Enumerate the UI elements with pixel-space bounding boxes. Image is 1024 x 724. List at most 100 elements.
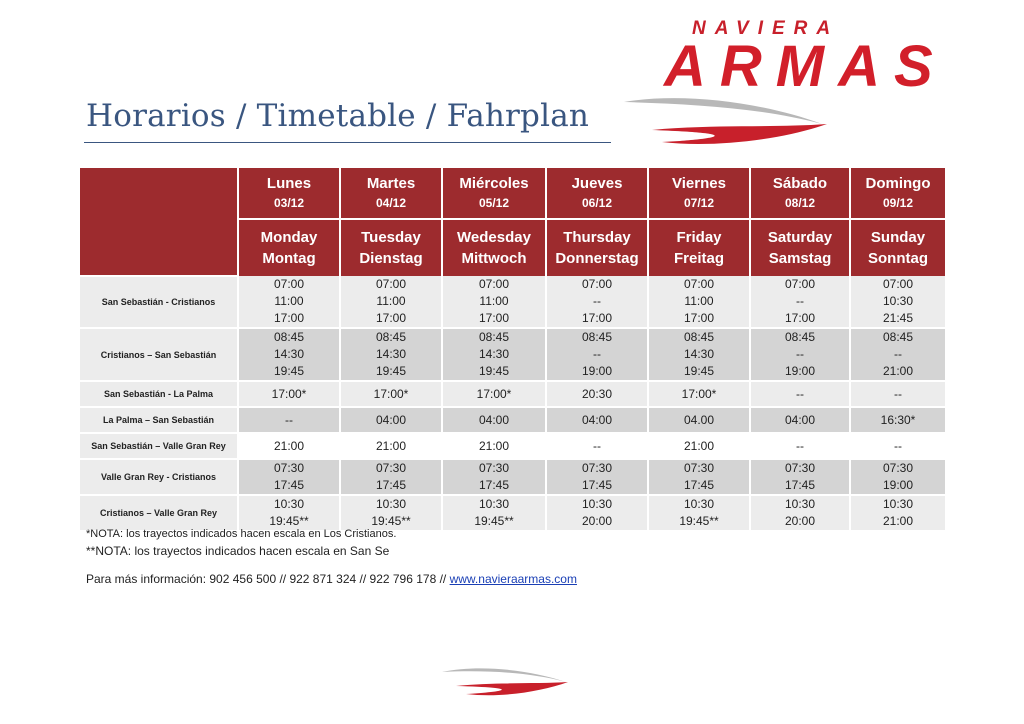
departure-time: 04:00: [545, 407, 649, 434]
day-header-5: Sábado 08/12: [749, 168, 851, 220]
table-row: 17:00 17:00 17:00 17:00 17:00 17:00 21:45: [80, 310, 947, 329]
day-header-1: Martes 04/12: [339, 168, 443, 220]
day-translation-6: Sunday Sonntag: [849, 219, 947, 276]
timetable-body: San Sebastián - Cristianos 07:00 07:00 07:0…: [80, 276, 947, 532]
table-row: Cristianos – San Sebastián 08:45 08:45 08:4…: [80, 328, 947, 382]
departure-time: --: [749, 293, 851, 310]
departure-time: 07:30: [237, 459, 341, 477]
departure-time: 19:00: [849, 477, 947, 496]
departure-time: 20:30: [545, 381, 649, 408]
departure-time: 19:45**: [237, 513, 341, 532]
departure-time: 08:45: [441, 328, 547, 346]
departure-time: 17:45: [749, 477, 851, 496]
departure-time: 17:00*: [237, 381, 341, 408]
departure-time: 08:45: [545, 328, 649, 346]
departure-time: 07:00: [339, 276, 443, 293]
departure-time: --: [237, 407, 341, 434]
day-translation-4: Friday Freitag: [647, 219, 751, 276]
day-name-en: Sunday: [870, 229, 926, 246]
departure-time: 19:00: [749, 363, 851, 382]
departure-time: --: [749, 381, 851, 408]
departure-time: 20:00: [749, 513, 851, 532]
brand-subtitle: NAVIERA: [692, 18, 840, 39]
departure-time: 19:45: [441, 363, 547, 382]
departure-time: 08:45: [339, 328, 443, 346]
departure-time: 17:00: [647, 310, 751, 329]
day-name-en: Monday: [260, 229, 318, 246]
brand-name: ARMAS: [664, 34, 947, 99]
day-name-de: Freitag: [673, 250, 724, 267]
departure-time: 07:00: [545, 276, 649, 293]
departure-time: 21:00: [849, 513, 947, 532]
day-translation-2: Wedesday Mittwoch: [441, 219, 547, 276]
departure-time: 11:00: [237, 293, 341, 310]
departure-time: 07:30: [339, 459, 443, 477]
departure-time: 07:00: [441, 276, 547, 293]
departure-time: 07:30: [749, 459, 851, 477]
departure-time: 11:00: [647, 293, 751, 310]
day-header-4: Viernes 07/12: [647, 168, 751, 220]
day-translation-1: Tuesday Dienstag: [339, 219, 443, 276]
day-name: Sábado: [772, 175, 828, 192]
day-name-de: Donnerstag: [555, 250, 639, 267]
departure-time: 21:00: [237, 433, 341, 460]
departure-time: 10:30: [339, 495, 443, 513]
day-translation-0: Monday Montag: [237, 219, 341, 276]
departure-time: 20:00: [545, 513, 649, 532]
day-header-0: Lunes 03/12: [237, 168, 341, 220]
departure-time: 19:00: [545, 363, 649, 382]
day-name: Jueves: [571, 175, 623, 192]
departure-time: 19:45: [647, 363, 751, 382]
departure-time: 17:45: [647, 477, 751, 496]
day-name-de: Montag: [262, 250, 316, 267]
departure-time: 07:00: [749, 276, 851, 293]
header-row-spanish: Lunes 03/12 Martes 04/12 Miércoles 05/12 Ju…: [80, 168, 947, 277]
header-corner: [80, 168, 239, 277]
departure-time: 14:30: [237, 346, 341, 363]
departure-time: 07:30: [545, 459, 649, 477]
table-row: San Sebastián - Cristianos 07:00 07:00 07:0…: [80, 276, 947, 329]
day-name-en: Tuesday: [361, 229, 421, 246]
departure-time: 17:45: [237, 477, 341, 496]
day-header-6: Domingo 09/12: [849, 168, 947, 220]
departure-time: 17:45: [339, 477, 443, 496]
departure-time: --: [749, 433, 851, 460]
departure-time: 11:00: [441, 293, 547, 310]
table-row: 14:30 14:30 14:30 -- 14:30 -- --: [80, 346, 947, 363]
departure-time: --: [749, 346, 851, 363]
departure-time: 08:45: [237, 328, 341, 346]
departure-time: 19:45**: [647, 513, 751, 532]
departure-time: 07:30: [441, 459, 547, 477]
day-name-en: Saturday: [767, 229, 833, 246]
route-name: La Palma – San Sebastián: [80, 407, 239, 434]
day-name-en: Thursday: [563, 229, 631, 246]
website-link[interactable]: www.navieraarmas.com: [449, 572, 577, 586]
departure-time: 07:00: [647, 276, 751, 293]
table-row: 11:00 11:00 11:00 -- 11:00 -- 10:30: [80, 293, 947, 310]
day-header-3: Jueves 06/12: [545, 168, 649, 220]
table-row: 19:45 19:45 19:45 19:00 19:45 19:00 21:00: [80, 363, 947, 382]
day-date: 05/12: [478, 196, 510, 210]
page-title: Horarios / Timetable / Fahrplan: [86, 98, 590, 134]
day-name-en: Friday: [676, 229, 722, 246]
day-name-de: Samstag: [768, 250, 832, 267]
day-name-de: Mittwoch: [461, 250, 527, 267]
footer-swoosh-icon: [442, 668, 568, 696]
departure-time: 17:00: [545, 310, 649, 329]
departure-time: --: [545, 346, 649, 363]
departure-time: 17:00: [339, 310, 443, 329]
departure-time: 17:00*: [441, 381, 547, 408]
day-name-en: Wedesday: [457, 229, 531, 246]
day-date: 03/12: [273, 196, 305, 210]
departure-time: 14:30: [441, 346, 547, 363]
departure-time: --: [849, 433, 947, 460]
day-header-2: Miércoles 05/12: [441, 168, 547, 220]
route-name: Cristianos – San Sebastián: [80, 328, 239, 382]
departure-time: 14:30: [647, 346, 751, 363]
note-cristianos: *NOTA: los trayectos indicados hacen esc…: [86, 528, 397, 540]
naviera-armas-logo: NAVIERA ARMAS: [622, 14, 952, 154]
departure-time: 21:00: [849, 363, 947, 382]
departure-time: --: [545, 293, 649, 310]
departure-time: 04:00: [749, 407, 851, 434]
departure-time: --: [849, 381, 947, 408]
